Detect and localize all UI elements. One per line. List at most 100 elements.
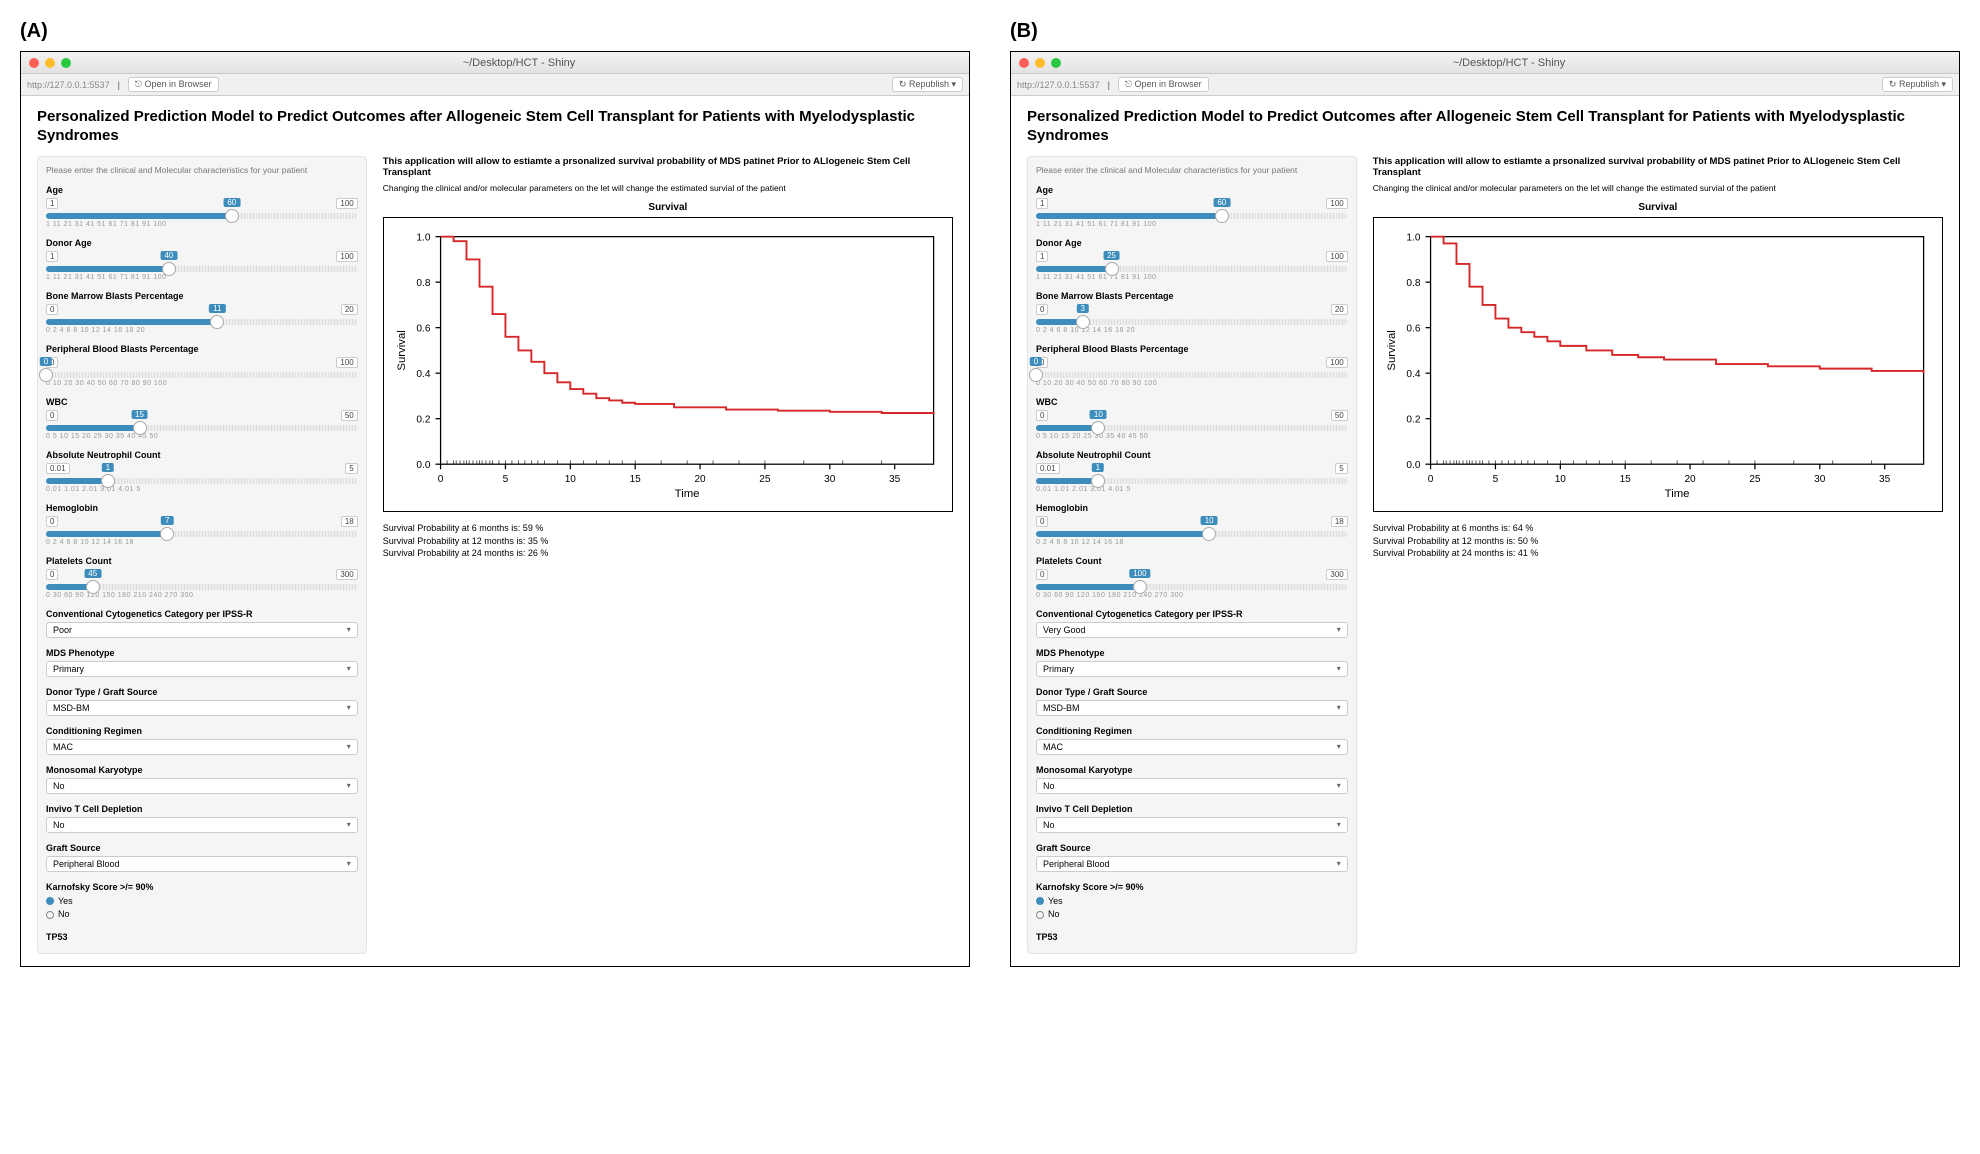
slider-thumb[interactable] <box>1091 474 1105 488</box>
select-value: MSD-BM <box>53 703 90 713</box>
select-value: No <box>1043 781 1055 791</box>
chevron-down-icon: ▾ <box>1337 625 1341 634</box>
open-browser-button[interactable]: ⎋ Open in Browser <box>1118 77 1209 92</box>
slider-thumb[interactable] <box>1215 209 1229 223</box>
select-value: MAC <box>1043 742 1063 752</box>
slider-thumb[interactable] <box>1076 315 1090 329</box>
select-box[interactable]: MSD-BM ▾ <box>1036 700 1348 716</box>
slider-max: 100 <box>1326 198 1347 209</box>
slider-min: 0 <box>46 516 58 527</box>
sidebar: Please enter the clinical and Molecular … <box>1027 156 1357 954</box>
svg-text:20: 20 <box>1684 474 1696 485</box>
slider-track[interactable]: 60 <box>46 213 358 219</box>
slider-thumb[interactable] <box>225 209 239 223</box>
svg-text:0.4: 0.4 <box>416 369 430 380</box>
svg-text:35: 35 <box>1879 474 1891 485</box>
select-box[interactable]: Primary ▾ <box>46 661 358 677</box>
slider-max: 18 <box>341 516 358 527</box>
radio-option[interactable]: Yes <box>1036 895 1348 909</box>
slider-label: Bone Marrow Blasts Percentage <box>1036 291 1348 301</box>
slider-control: Platelets Count 0 300 100 0 30 60 90 120… <box>1036 556 1348 599</box>
svg-text:20: 20 <box>694 474 706 485</box>
svg-text:15: 15 <box>1619 474 1631 485</box>
zoom-icon[interactable] <box>61 58 71 68</box>
slider-min: 0 <box>1036 304 1048 315</box>
radio-option[interactable]: Yes <box>46 895 358 909</box>
slider-thumb[interactable] <box>1029 368 1043 382</box>
slider-track[interactable]: 3 <box>1036 319 1348 325</box>
slider-track[interactable]: 100 <box>1036 584 1348 590</box>
select-box[interactable]: No ▾ <box>46 817 358 833</box>
slider-thumb[interactable] <box>1133 580 1147 594</box>
select-box[interactable]: MAC ▾ <box>1036 739 1348 755</box>
slider-value-tooltip: 10 <box>1201 516 1218 525</box>
slider-track[interactable]: 10 <box>1036 425 1348 431</box>
minimize-icon[interactable] <box>1035 58 1045 68</box>
slider-label: Donor Age <box>46 238 358 248</box>
slider-minmax: 1 100 <box>46 251 358 262</box>
slider-thumb[interactable] <box>160 527 174 541</box>
slider-track[interactable]: 10 <box>1036 531 1348 537</box>
slider-track[interactable]: 7 <box>46 531 358 537</box>
slider-track[interactable]: 1 <box>1036 478 1348 484</box>
select-label: Conditioning Regimen <box>1036 726 1348 736</box>
slider-thumb[interactable] <box>133 421 147 435</box>
slider-track[interactable]: 45 <box>46 584 358 590</box>
close-icon[interactable] <box>29 58 39 68</box>
radio-option[interactable]: No <box>1036 908 1348 922</box>
sidebar-intro: Please enter the clinical and Molecular … <box>1036 165 1348 175</box>
republish-button[interactable]: ↻ Republish ▾ <box>892 77 963 92</box>
svg-text:0: 0 <box>438 474 444 485</box>
close-icon[interactable] <box>1019 58 1029 68</box>
slider-max: 100 <box>1326 251 1347 262</box>
select-box[interactable]: No ▾ <box>1036 817 1348 833</box>
slider-value-tooltip: 45 <box>84 569 101 578</box>
slider-control: WBC 0 50 15 0 5 10 15 20 25 30 35 40 45 … <box>46 397 358 440</box>
minimize-icon[interactable] <box>45 58 55 68</box>
zoom-icon[interactable] <box>1051 58 1061 68</box>
slider-value-tooltip: 3 <box>1077 304 1089 313</box>
slider-track[interactable]: 40 <box>46 266 358 272</box>
slider-track[interactable]: 1 <box>46 478 358 484</box>
slider-label: Peripheral Blood Blasts Percentage <box>1036 344 1348 354</box>
select-box[interactable]: Peripheral Blood ▾ <box>1036 856 1348 872</box>
chevron-down-icon: ▾ <box>347 742 351 751</box>
chevron-down-icon: ▾ <box>1337 742 1341 751</box>
republish-button[interactable]: ↻ Republish ▾ <box>1882 77 1953 92</box>
select-box[interactable]: MAC ▾ <box>46 739 358 755</box>
select-box[interactable]: Poor ▾ <box>46 622 358 638</box>
slider-thumb[interactable] <box>1105 262 1119 276</box>
slider-track[interactable]: 0 <box>1036 372 1348 378</box>
select-box[interactable]: Primary ▾ <box>1036 661 1348 677</box>
slider-track[interactable]: 15 <box>46 425 358 431</box>
chart-container: 051015202530350.00.20.40.60.81.0 Time Su… <box>383 217 953 512</box>
slider-control: Platelets Count 0 300 45 0 30 60 90 120 … <box>46 556 358 599</box>
slider-ticks: 0 5 10 15 20 25 30 35 40 45 50 <box>46 433 358 440</box>
slider-thumb[interactable] <box>1091 421 1105 435</box>
select-box[interactable]: No ▾ <box>46 778 358 794</box>
window-titlebar: ~/Desktop/HCT - Shiny <box>1011 52 1959 74</box>
select-value: Peripheral Blood <box>1043 859 1110 869</box>
slider-track[interactable]: 0 <box>46 372 358 378</box>
slider-track[interactable]: 11 <box>46 319 358 325</box>
slider-track[interactable]: 25 <box>1036 266 1348 272</box>
slider-thumb[interactable] <box>162 262 176 276</box>
slider-thumb[interactable] <box>101 474 115 488</box>
radio-icon <box>46 911 54 919</box>
slider-minmax: 0 300 <box>1036 569 1348 580</box>
radio-option[interactable]: No <box>46 908 358 922</box>
select-box[interactable]: MSD-BM ▾ <box>46 700 358 716</box>
slider-minmax: 1 100 <box>46 198 358 209</box>
slider-track[interactable]: 60 <box>1036 213 1348 219</box>
chevron-down-icon: ▾ <box>347 625 351 634</box>
survival-prob-line: Survival Probability at 6 months is: 64 … <box>1373 522 1943 535</box>
slider-max: 300 <box>1326 569 1347 580</box>
select-box[interactable]: Very Good ▾ <box>1036 622 1348 638</box>
select-box[interactable]: No ▾ <box>1036 778 1348 794</box>
open-browser-button[interactable]: ⎋ Open in Browser <box>128 77 219 92</box>
slider-thumb[interactable] <box>39 368 53 382</box>
slider-control: Peripheral Blood Blasts Percentage 0 100… <box>46 344 358 387</box>
slider-thumb[interactable] <box>86 580 100 594</box>
select-box[interactable]: Peripheral Blood ▾ <box>46 856 358 872</box>
slider-thumb[interactable] <box>1202 527 1216 541</box>
